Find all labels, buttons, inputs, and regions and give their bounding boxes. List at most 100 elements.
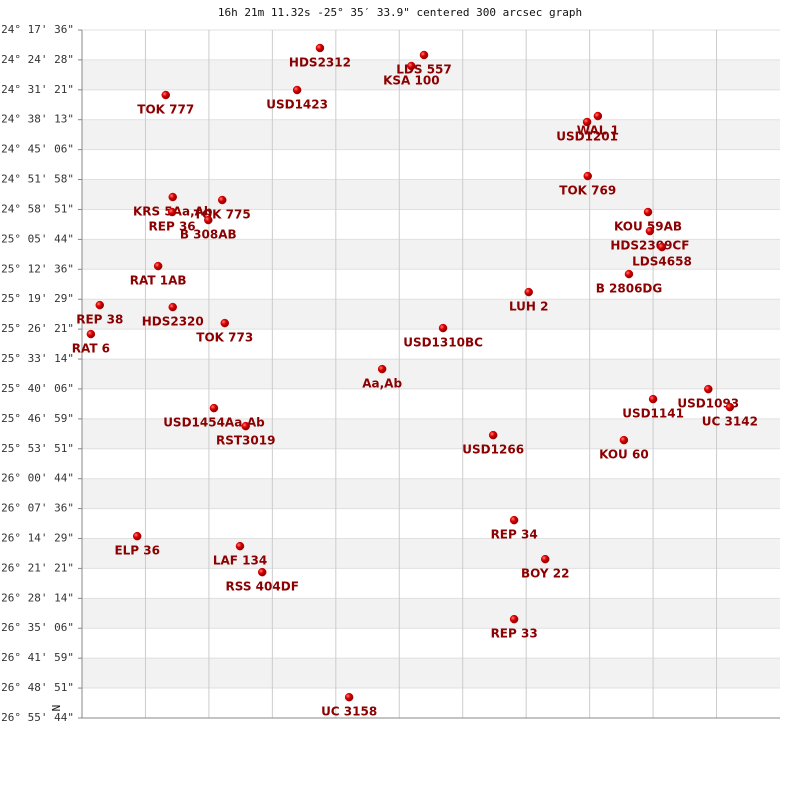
star-label: USD1266 — [462, 443, 524, 457]
y-tick-label: -26° 07' 36" — [0, 502, 74, 515]
star-label: USD1423 — [266, 98, 328, 112]
star-point — [315, 43, 325, 53]
y-tick-label: -24° 38' 13" — [0, 113, 74, 126]
star-label: HDS2312 — [289, 56, 351, 70]
y-tick-label: -25° 12' 36" — [0, 262, 74, 275]
y-tick-label: -24° 31' 21" — [0, 83, 74, 96]
star-point — [167, 207, 177, 217]
chart-title: 16h 21m 11.32s -25° 35′ 33.9" centered 3… — [218, 6, 582, 19]
band-stripe — [82, 598, 780, 629]
star-point — [204, 215, 213, 225]
band-stripe — [82, 418, 780, 449]
north-marker: N — [50, 705, 63, 712]
band-layer — [82, 30, 780, 718]
band-stripe — [82, 119, 780, 150]
y-tick-label: -26° 28' 14" — [0, 591, 74, 604]
star-point — [704, 384, 713, 394]
star-point — [419, 50, 429, 60]
star-point — [488, 430, 498, 440]
star-point — [509, 614, 519, 624]
star-point — [209, 403, 219, 413]
star-point — [593, 111, 603, 121]
y-tick-label: -25° 40' 06" — [0, 382, 74, 395]
star-label: HDS2309CF — [610, 239, 689, 253]
y-tick-label: -26° 35' 06" — [0, 621, 74, 634]
star-point — [168, 302, 177, 312]
y-tick-label: -24° 45' 06" — [0, 143, 74, 156]
band-stripe — [82, 359, 780, 389]
y-tick-label: -25° 53' 51" — [0, 442, 74, 455]
y-tick-label: -25° 05' 44" — [0, 232, 74, 245]
star-point — [292, 85, 302, 95]
star-label: KOU 59AB — [614, 220, 682, 234]
y-tick-label: -24° 17' 36" — [0, 23, 74, 36]
star-label: LAF 134 — [213, 554, 267, 568]
star-label: LDS4658 — [632, 255, 692, 269]
star-label: TOK 777 — [137, 103, 194, 117]
star-point — [643, 207, 653, 217]
star-label: KSA 100 — [383, 74, 439, 88]
star-label: REP 33 — [491, 627, 538, 641]
star-label: REP 36 — [149, 220, 196, 234]
star-point — [407, 61, 416, 71]
star-label: REP 38 — [76, 313, 123, 327]
star-point — [241, 421, 250, 431]
star-label: USD1201 — [556, 130, 618, 144]
star-label: B 308AB — [180, 228, 237, 242]
star-point — [438, 323, 448, 333]
y-tick-label: -25° 46' 59" — [0, 412, 74, 425]
star-label: RAT 1AB — [130, 274, 187, 288]
star-label: Aa,Ab — [362, 377, 402, 391]
y-tick-label: -26° 48' 51" — [0, 681, 74, 694]
star-point — [132, 531, 142, 541]
star-point — [168, 192, 177, 202]
star-point — [377, 364, 387, 374]
star-label: USD1141 — [622, 407, 684, 421]
y-tick-label: -26° 55' 44" — [0, 711, 74, 724]
star-point — [153, 261, 163, 271]
star-point — [624, 269, 634, 279]
star-point — [235, 541, 245, 551]
y-tick-label: -24° 58' 51" — [0, 202, 74, 215]
grid-layer: -24° 17' 36" -24° 24' 28" -24° 31' 21" -24°… — [0, 23, 780, 724]
star-label: REP 34 — [491, 528, 538, 542]
star-label: RAT 6 — [72, 342, 110, 356]
star-label: UC 3158 — [321, 705, 377, 719]
y-tick-label: -24° 24' 28" — [0, 53, 74, 66]
band-stripe — [82, 59, 780, 90]
y-tick-label: -25° 33' 14" — [0, 352, 74, 365]
star-label: TOK 775 — [194, 208, 251, 222]
star-label: LUH 2 — [509, 300, 549, 314]
star-point — [344, 692, 354, 702]
band-stripe — [82, 538, 780, 569]
star-label: ELP 36 — [114, 544, 160, 558]
y-tick-label: -26° 41' 59" — [0, 651, 74, 664]
y-tick-label: -25° 26' 21" — [0, 322, 74, 335]
star-point — [220, 318, 230, 328]
star-point — [509, 515, 519, 525]
star-point — [95, 300, 105, 310]
star-point — [257, 567, 267, 577]
star-point — [524, 287, 533, 297]
band-stripe — [82, 658, 780, 689]
y-tick-label: -26° 21' 21" — [0, 561, 74, 574]
star-point — [619, 435, 629, 445]
y-tick-label: -26° 00' 44" — [0, 472, 74, 485]
star-label: USD1093 — [677, 397, 739, 411]
star-label: RST3019 — [216, 434, 275, 448]
band-stripe — [82, 179, 780, 210]
y-tick-label: -25° 19' 29" — [0, 292, 74, 305]
star-label: TOK 773 — [196, 331, 253, 345]
star-point — [540, 554, 550, 564]
star-point — [645, 226, 655, 236]
star-label: KOU 60 — [599, 448, 649, 462]
star-point — [161, 90, 171, 100]
star-point — [725, 402, 735, 412]
star-point — [217, 195, 227, 205]
star-label: USD1310BC — [403, 336, 483, 350]
band-stripe — [82, 299, 780, 330]
star-point — [648, 394, 658, 404]
star-point — [583, 171, 592, 181]
